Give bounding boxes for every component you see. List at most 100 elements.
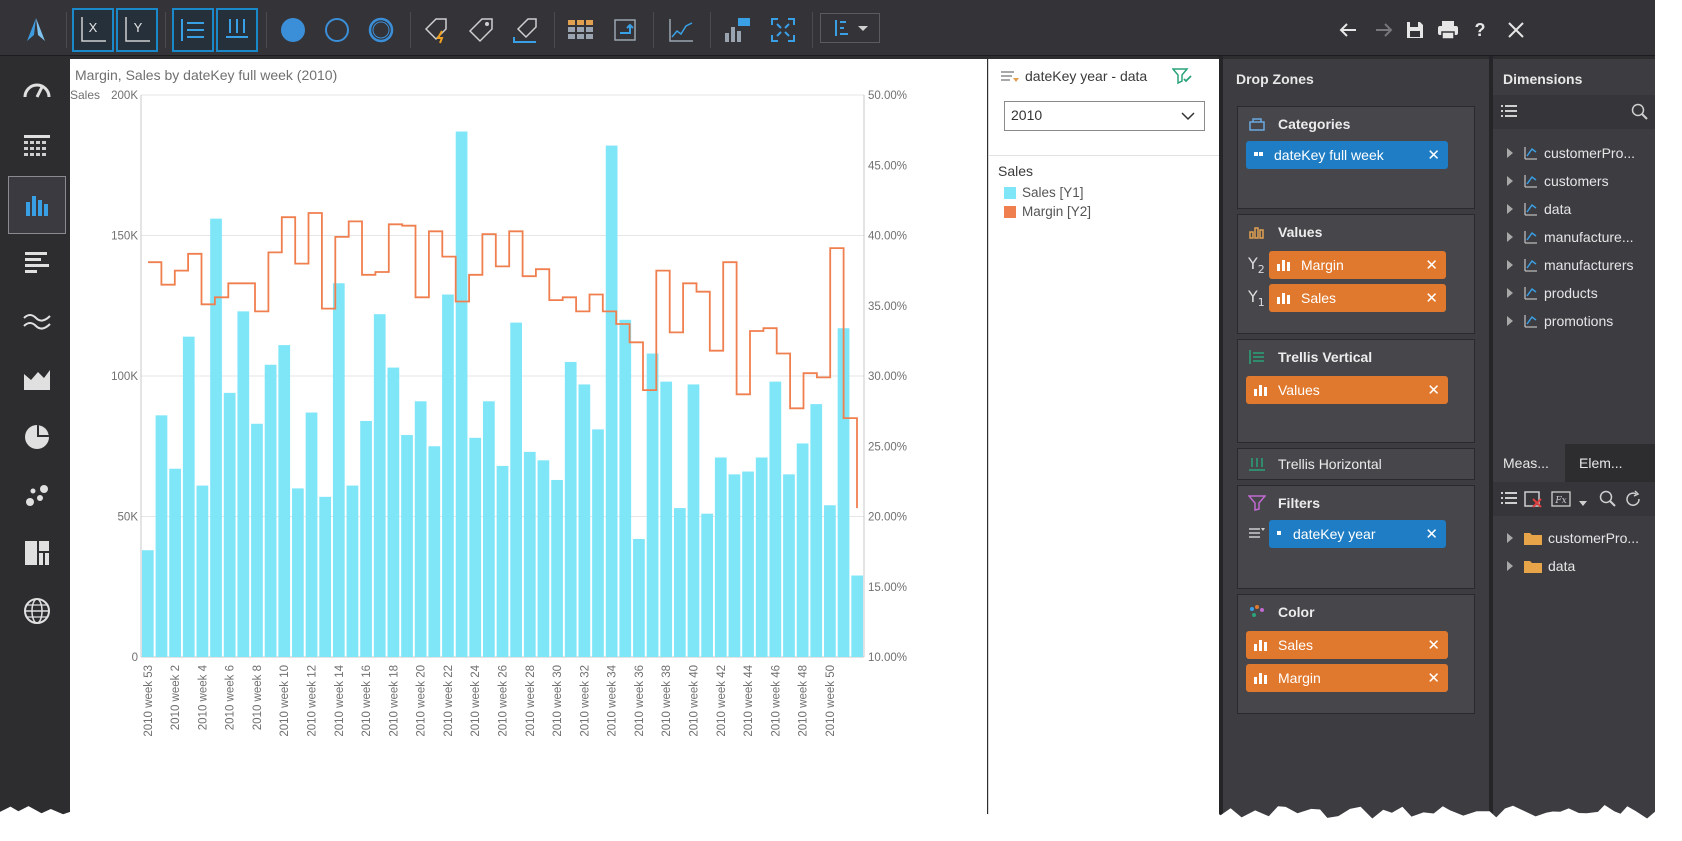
sales-bar[interactable] — [633, 538, 645, 657]
expand-arrow-icon[interactable] — [1507, 533, 1513, 543]
sales-bar[interactable] — [414, 401, 427, 657]
trellis-vertical-zone[interactable]: Trellis Vertical Values ✕ — [1237, 339, 1475, 443]
legend-item-sales[interactable]: Sales [Y1] — [1004, 185, 1084, 200]
year-filter-dropdown[interactable]: 2010 — [1004, 101, 1205, 131]
gauge-icon[interactable] — [8, 60, 66, 118]
trellis-vertical-pill-values[interactable]: Values ✕ — [1246, 376, 1448, 404]
expand-arrow-icon[interactable] — [1507, 288, 1513, 298]
dropdown-caret-icon[interactable] — [1578, 495, 1588, 513]
sales-bar[interactable] — [687, 384, 700, 657]
expand-arrow-icon[interactable] — [1507, 148, 1513, 158]
sales-bar[interactable] — [755, 457, 768, 657]
trellis-horizontal-zone[interactable]: Trellis Horizontal — [1237, 448, 1475, 480]
sales-bar[interactable] — [292, 488, 304, 657]
sales-bar[interactable] — [701, 513, 713, 657]
sales-bar[interactable] — [673, 508, 686, 657]
sales-bar[interactable] — [332, 283, 345, 657]
sales-bar[interactable] — [810, 404, 823, 657]
remove-icon[interactable]: ✕ — [1425, 526, 1438, 543]
sales-bar[interactable] — [237, 311, 250, 657]
filters-zone[interactable]: Filters dateKey year ✕ — [1237, 485, 1475, 589]
dimension-item[interactable]: customers — [1507, 170, 1609, 192]
search-icon[interactable] — [1631, 103, 1649, 126]
sales-bar[interactable] — [169, 468, 181, 657]
sales-bar[interactable] — [223, 392, 236, 657]
sales-bar[interactable] — [837, 328, 850, 657]
remove-icon[interactable]: ✕ — [1427, 670, 1440, 687]
values-pill-sales[interactable]: Sales ✕ — [1269, 284, 1446, 312]
dimension-item[interactable]: manufacture... — [1507, 226, 1634, 248]
remove-icon[interactable]: ✕ — [1425, 257, 1438, 274]
expand-arrow-icon[interactable] — [1507, 561, 1513, 571]
vertical-trellis-button[interactable] — [216, 8, 258, 52]
sales-bar[interactable] — [551, 479, 563, 657]
remove-icon[interactable]: ✕ — [1427, 147, 1440, 164]
sales-bar[interactable] — [278, 345, 291, 657]
swap-axes-icon[interactable] — [604, 8, 646, 52]
sales-bar[interactable] — [851, 575, 864, 657]
quick-label-icon[interactable] — [416, 8, 458, 52]
color-pill-sales[interactable]: Sales ✕ — [1246, 631, 1448, 659]
dimension-item[interactable]: data — [1507, 198, 1571, 220]
sales-bar[interactable] — [182, 336, 195, 657]
sales-bar[interactable] — [592, 429, 604, 657]
remove-icon[interactable]: ✕ — [1425, 290, 1438, 307]
sales-bar[interactable] — [196, 485, 209, 657]
tab-elements[interactable]: Elem... — [1579, 455, 1623, 471]
help-icon[interactable]: ? — [1466, 8, 1494, 52]
line-chart-icon[interactable] — [8, 292, 66, 350]
back-arrow-icon[interactable] — [1330, 8, 1366, 52]
sales-bar[interactable] — [482, 401, 495, 657]
dimension-item[interactable]: promotions — [1507, 310, 1613, 332]
expand-arrow-icon[interactable] — [1507, 316, 1513, 326]
expand-arrow-icon[interactable] — [1507, 176, 1513, 186]
sales-bar[interactable] — [264, 364, 277, 657]
tab-measures[interactable]: Meas... — [1493, 444, 1565, 482]
ring-circle-icon[interactable] — [360, 8, 402, 52]
sales-bar[interactable] — [523, 451, 536, 657]
sales-bar[interactable] — [646, 353, 659, 657]
close-icon[interactable] — [1500, 8, 1532, 52]
filters-pill-datekey-year[interactable]: dateKey year ✕ — [1269, 520, 1446, 548]
color-pill-margin[interactable]: Margin ✕ — [1246, 664, 1448, 692]
column-chart-icon[interactable] — [8, 176, 66, 234]
list-view-icon[interactable] — [1501, 104, 1517, 123]
expand-arrow-icon[interactable] — [1507, 204, 1513, 214]
bar-chart-icon[interactable] — [8, 234, 66, 292]
sales-bar[interactable] — [141, 550, 154, 657]
sales-bar[interactable] — [251, 423, 263, 657]
values-zone[interactable]: Values Y2 Margin ✕ Y1 Sales ✕ — [1237, 214, 1475, 334]
grid-table-icon[interactable] — [8, 118, 66, 176]
sales-bar[interactable] — [510, 322, 523, 657]
sales-bar[interactable] — [728, 474, 741, 657]
sales-bar[interactable] — [401, 435, 413, 657]
horizontal-trellis-button[interactable] — [172, 8, 214, 52]
save-icon[interactable] — [1400, 8, 1430, 52]
sales-bar[interactable] — [769, 381, 782, 657]
x-axis-button[interactable]: X — [72, 8, 114, 52]
sales-bar[interactable] — [455, 131, 468, 657]
sales-bar[interactable] — [605, 145, 618, 657]
sales-bar[interactable] — [564, 361, 577, 657]
sales-bar[interactable] — [319, 496, 332, 657]
color-zone[interactable]: Color Sales ✕ Margin ✕ — [1237, 594, 1475, 714]
sales-bar[interactable] — [783, 474, 795, 657]
sales-bar[interactable] — [210, 218, 222, 657]
sort-dropdown-button[interactable] — [820, 13, 880, 43]
trend-line-icon[interactable] — [660, 8, 702, 52]
y-axis-button[interactable]: Y — [116, 8, 158, 52]
filled-circle-icon[interactable] — [272, 8, 314, 52]
filter-apply-icon[interactable] — [1171, 67, 1192, 90]
sales-bar[interactable] — [387, 367, 400, 657]
expand-arrow-icon[interactable] — [1507, 260, 1513, 270]
sales-bar[interactable] — [660, 381, 673, 657]
sales-bar[interactable] — [360, 420, 372, 657]
dimension-item[interactable]: products — [1507, 282, 1598, 304]
sales-bar[interactable] — [496, 465, 509, 657]
treemap-icon[interactable] — [8, 524, 66, 582]
label-icon[interactable] — [460, 8, 502, 52]
remove-icon[interactable]: ✕ — [1427, 382, 1440, 399]
sales-bar[interactable] — [155, 415, 168, 657]
sales-bar[interactable] — [578, 384, 591, 657]
outline-circle-icon[interactable] — [316, 8, 358, 52]
